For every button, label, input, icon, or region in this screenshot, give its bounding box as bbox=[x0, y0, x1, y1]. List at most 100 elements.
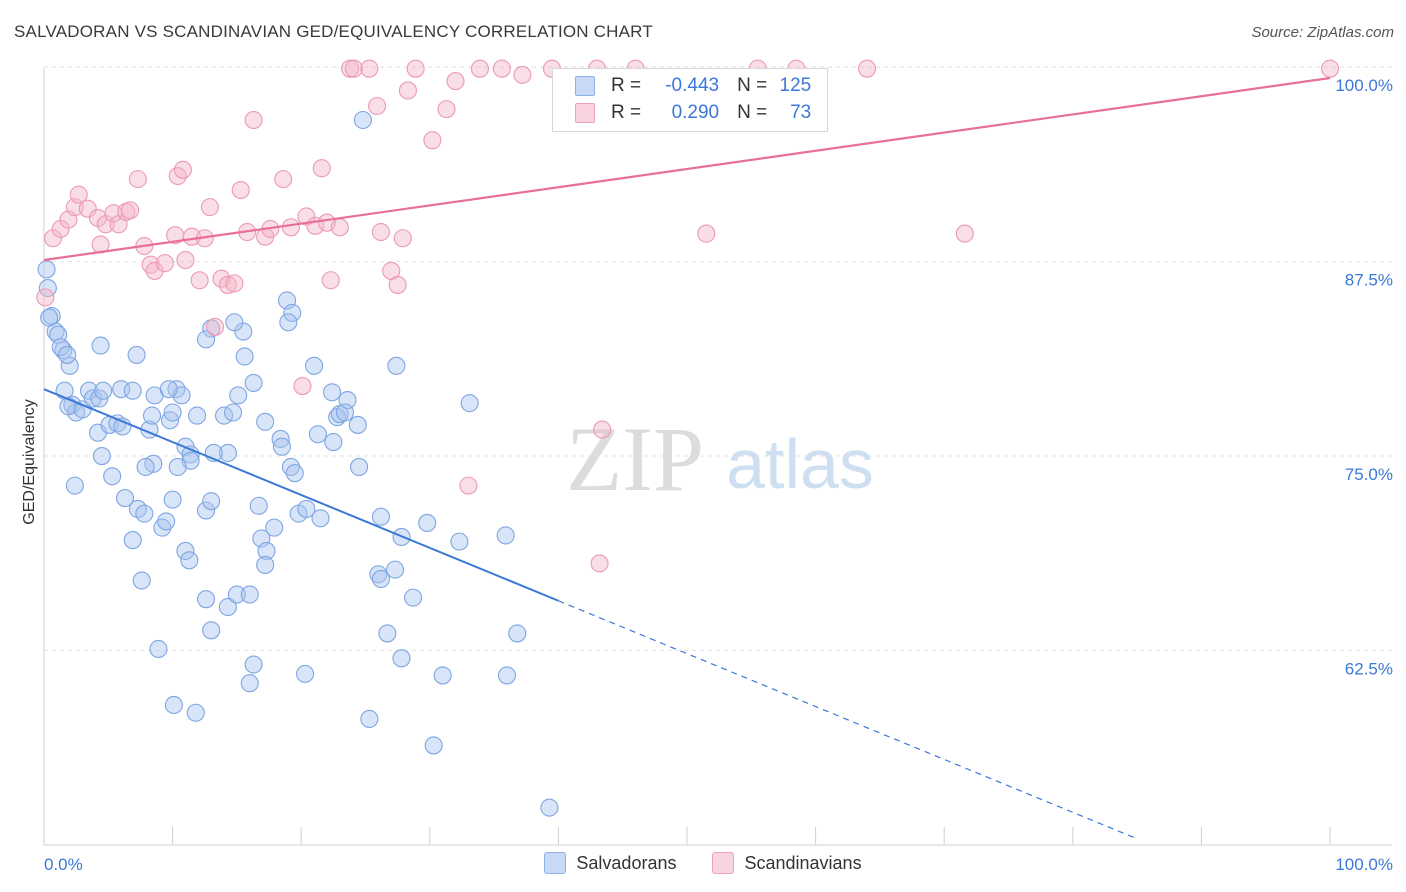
y-tick-label: 62.5% bbox=[1345, 660, 1393, 679]
data-point-salvadoran bbox=[508, 624, 527, 643]
data-point-salvadoran bbox=[186, 703, 205, 722]
data-point-salvadoran bbox=[180, 551, 199, 570]
data-point-salvadoran bbox=[279, 313, 298, 332]
data-point-salvadoran bbox=[460, 394, 479, 413]
data-point-salvadoran bbox=[227, 585, 246, 604]
data-point-salvadoran bbox=[540, 798, 559, 817]
data-point-salvadoran bbox=[353, 110, 372, 130]
data-point-salvadoran bbox=[163, 490, 182, 509]
legend-r-label: R = bbox=[611, 75, 642, 96]
data-point-salvadoran bbox=[163, 403, 182, 422]
data-point-scandinavian bbox=[446, 72, 465, 91]
data-point-salvadoran bbox=[256, 555, 275, 575]
legend-swatch-scandinavians bbox=[712, 852, 735, 874]
data-point-salvadoran bbox=[196, 330, 216, 349]
data-point-salvadoran bbox=[296, 664, 315, 683]
data-point-salvadoran bbox=[433, 666, 452, 685]
data-point-salvadoran bbox=[103, 467, 122, 486]
data-point-salvadoran bbox=[378, 624, 397, 643]
data-point-salvadoran bbox=[257, 541, 276, 561]
y-tick-label: 75.0% bbox=[1345, 465, 1393, 484]
legend-item-scandinavians: Scandinavians bbox=[712, 852, 862, 874]
data-point-salvadoran bbox=[223, 403, 243, 422]
data-point-scandinavian bbox=[231, 180, 250, 200]
data-point-scandinavian bbox=[393, 229, 412, 248]
data-point-scandinavian bbox=[176, 250, 195, 270]
data-point-salvadoran bbox=[65, 476, 84, 495]
data-point-salvadoran bbox=[308, 425, 327, 444]
data-point-salvadoran bbox=[196, 501, 216, 520]
data-point-salvadoran bbox=[159, 380, 178, 399]
data-point-scandinavian bbox=[406, 59, 425, 78]
legend-label-salvadorans: Salvadorans bbox=[576, 852, 677, 873]
salvadoran-points bbox=[37, 110, 559, 817]
data-point-salvadoran bbox=[324, 433, 343, 452]
x-tick-label: 0.0% bbox=[44, 855, 83, 874]
data-point-salvadoran bbox=[305, 356, 324, 375]
data-point-salvadoran bbox=[244, 373, 263, 392]
data-point-salvadoran bbox=[187, 406, 207, 425]
data-point-scandinavian bbox=[173, 160, 192, 179]
data-point-scandinavian bbox=[78, 199, 97, 218]
data-point-salvadoran bbox=[157, 512, 176, 531]
data-point-scandinavian bbox=[857, 59, 877, 78]
source-label: Source: ZipAtlas.com bbox=[1251, 24, 1394, 41]
data-point-salvadoran bbox=[450, 532, 469, 551]
data-point-scandinavian bbox=[281, 218, 300, 237]
data-point-scandinavian bbox=[590, 554, 609, 573]
legend-r-value: 0.290 bbox=[671, 102, 720, 123]
data-point-salvadoran bbox=[240, 674, 259, 693]
data-point-salvadoran bbox=[149, 639, 168, 659]
data-point-scandinavian bbox=[371, 222, 390, 242]
data-point-salvadoran bbox=[386, 560, 405, 579]
data-point-salvadoran bbox=[132, 571, 151, 590]
data-point-scandinavian bbox=[69, 185, 88, 204]
data-point-salvadoran bbox=[202, 621, 221, 640]
trend-line-salvadorans-extension bbox=[558, 600, 1138, 840]
data-point-salvadoran bbox=[218, 443, 237, 462]
legend-n-value: 73 bbox=[790, 102, 812, 123]
x-tick-label: 100.0% bbox=[1335, 855, 1393, 874]
data-point-salvadoran bbox=[135, 504, 154, 523]
data-point-salvadoran bbox=[37, 260, 56, 279]
data-point-salvadoran bbox=[272, 437, 291, 456]
data-point-scandinavian bbox=[388, 275, 407, 294]
data-point-scandinavian bbox=[1320, 59, 1340, 78]
data-point-scandinavian bbox=[437, 100, 456, 119]
data-point-salvadoran bbox=[229, 386, 248, 405]
data-point-salvadoran bbox=[218, 597, 237, 617]
data-point-scandinavian bbox=[955, 224, 974, 243]
data-point-scandinavian bbox=[368, 96, 387, 116]
legend-item-salvadorans: Salvadorans bbox=[544, 852, 676, 874]
data-point-scandinavian bbox=[128, 170, 147, 189]
data-point-scandinavian bbox=[274, 170, 293, 189]
data-point-scandinavian bbox=[225, 274, 244, 293]
tick-labels: 62.5% 75.0% 87.5% 100.0% 0.0% 100.0% bbox=[44, 76, 1393, 874]
data-point-scandinavian bbox=[341, 59, 360, 78]
correlation-legend: R = -0.443 N = 125 R = 0.290 N = 73 bbox=[552, 68, 828, 132]
data-point-salvadoran bbox=[323, 383, 342, 402]
data-point-salvadoran bbox=[271, 429, 290, 448]
data-point-salvadoran bbox=[424, 736, 443, 755]
data-point-salvadoran bbox=[244, 655, 263, 674]
data-point-salvadoran bbox=[496, 526, 515, 545]
data-point-salvadoran bbox=[123, 381, 142, 400]
data-point-salvadoran bbox=[58, 345, 77, 364]
data-point-scandinavian bbox=[43, 229, 63, 248]
legend-n-label: N = bbox=[737, 102, 768, 123]
trend-line-scandinavians bbox=[43, 76, 1331, 262]
data-point-scandinavian bbox=[205, 317, 225, 336]
data-point-salvadoran bbox=[225, 313, 244, 332]
watermark: ZIP atlas bbox=[566, 408, 874, 510]
data-point-scandinavian bbox=[244, 110, 263, 130]
data-point-salvadoran bbox=[392, 649, 411, 668]
data-point-salvadoran bbox=[387, 356, 406, 375]
trend-line-salvadorans bbox=[43, 388, 559, 602]
data-point-scandinavian bbox=[344, 59, 363, 78]
data-point-salvadoran bbox=[249, 496, 268, 515]
data-point-salvadoran bbox=[348, 415, 367, 434]
data-point-salvadoran bbox=[418, 513, 437, 533]
data-point-salvadoran bbox=[297, 499, 316, 519]
data-point-scandinavian bbox=[513, 65, 532, 84]
